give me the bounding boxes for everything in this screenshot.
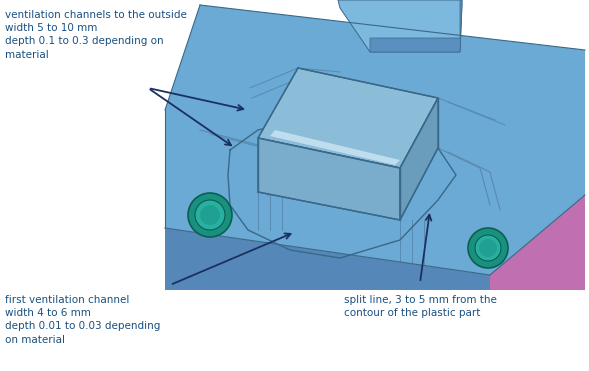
Polygon shape [400, 98, 438, 220]
Polygon shape [165, 5, 585, 275]
Text: ventilation channels to the outside
width 5 to 10 mm
depth 0.1 to 0.3 depending : ventilation channels to the outside widt… [5, 10, 187, 60]
Polygon shape [370, 0, 462, 52]
Text: split line, 3 to 5 mm from the
contour of the plastic part: split line, 3 to 5 mm from the contour o… [344, 295, 497, 318]
Polygon shape [258, 138, 400, 220]
Circle shape [468, 228, 508, 268]
Polygon shape [258, 68, 438, 168]
Polygon shape [270, 130, 400, 165]
Polygon shape [338, 0, 462, 52]
Polygon shape [165, 228, 490, 290]
Polygon shape [490, 195, 585, 290]
Polygon shape [490, 50, 585, 290]
Circle shape [195, 200, 225, 230]
Circle shape [479, 239, 497, 257]
Circle shape [475, 235, 501, 261]
Circle shape [200, 205, 220, 225]
Text: first ventilation channel
width 4 to 6 mm
depth 0.01 to 0.03 depending
on materi: first ventilation channel width 4 to 6 m… [5, 295, 160, 345]
Circle shape [188, 193, 232, 237]
